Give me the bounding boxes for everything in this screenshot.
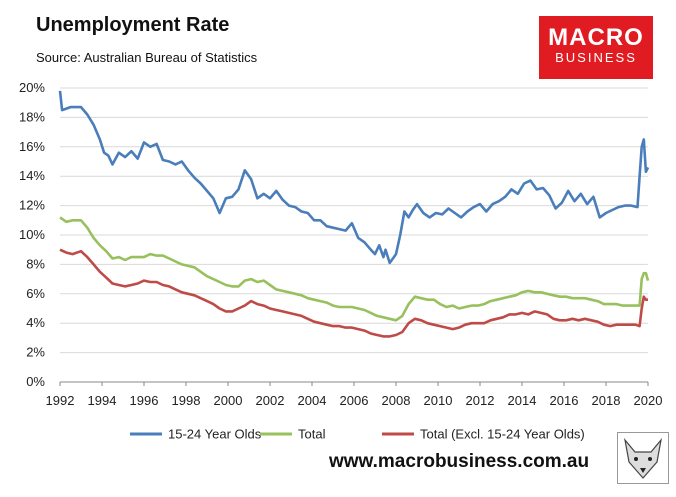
x-tick-label: 2002 xyxy=(256,393,285,408)
chart-subtitle: Source: Australian Bureau of Statistics xyxy=(36,50,258,65)
logo-line-1: MACRO xyxy=(548,24,644,51)
x-tick-label: 2000 xyxy=(214,393,243,408)
x-tick-label: 2004 xyxy=(298,393,327,408)
legend-label-2: Total xyxy=(298,427,326,442)
website-url: www.macrobusiness.com.au xyxy=(329,451,590,472)
x-tick-label: 1996 xyxy=(130,393,159,408)
x-tick-label: 2006 xyxy=(340,393,369,408)
y-tick-label: 18% xyxy=(19,109,45,124)
y-tick-label: 14% xyxy=(19,168,45,183)
chart-legend: 15-24 Year Olds Total Total (Excl. 15-24 Y… xyxy=(130,427,585,442)
x-tick-label: 1992 xyxy=(46,393,75,408)
series-line-1 xyxy=(58,90,650,265)
x-tick-label: 2010 xyxy=(424,393,453,408)
chart-title: Unemployment Rate xyxy=(36,14,230,36)
y-axis: 0% 2% 4% 6% 8% 10% 12% 14% 16% 18% 20% xyxy=(19,80,45,389)
x-tick-label: 2016 xyxy=(550,393,579,408)
y-tick-label: 8% xyxy=(26,256,45,271)
y-tick-label: 6% xyxy=(26,286,45,301)
legend-label-1: 15-24 Year Olds xyxy=(168,427,262,442)
chart-grid xyxy=(60,87,648,383)
logo-line-2: BUSINESS xyxy=(555,50,637,65)
series-line-2 xyxy=(59,216,650,322)
y-tick-label: 0% xyxy=(26,374,45,389)
x-axis: 1992 1994 1996 1998 2000 2002 2004 2006 2008 2010… xyxy=(46,381,663,408)
x-tick-label: 1994 xyxy=(88,393,117,408)
y-tick-label: 2% xyxy=(26,345,45,360)
x-tick-label: 2008 xyxy=(382,393,411,408)
x-tick-label: 1998 xyxy=(172,393,201,408)
x-tick-label: 2014 xyxy=(508,393,537,408)
x-tick-label: 2020 xyxy=(634,393,663,408)
x-tick-label: 2012 xyxy=(466,393,495,408)
y-tick-label: 20% xyxy=(19,80,45,95)
fox-mascot-icon xyxy=(617,432,669,484)
y-tick-label: 4% xyxy=(26,315,45,330)
y-tick-label: 10% xyxy=(19,227,45,242)
chart-series xyxy=(58,90,650,338)
x-tick-label: 2018 xyxy=(592,393,621,408)
macrobusiness-logo: MACRO BUSINESS xyxy=(539,16,653,79)
y-tick-label: 12% xyxy=(19,198,45,213)
series-line-3 xyxy=(59,248,648,338)
y-tick-label: 16% xyxy=(19,139,45,154)
legend-label-3: Total (Excl. 15-24 Year Olds) xyxy=(420,427,585,442)
